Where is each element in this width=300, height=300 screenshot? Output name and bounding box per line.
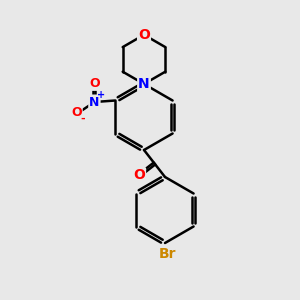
Text: N: N — [89, 95, 100, 109]
Text: O: O — [138, 28, 150, 42]
Text: N: N — [138, 77, 150, 91]
Text: -: - — [81, 113, 85, 124]
Text: O: O — [71, 106, 82, 119]
Text: +: + — [97, 90, 105, 100]
Text: O: O — [133, 169, 145, 182]
Text: O: O — [89, 77, 100, 90]
Text: Br: Br — [159, 247, 176, 260]
